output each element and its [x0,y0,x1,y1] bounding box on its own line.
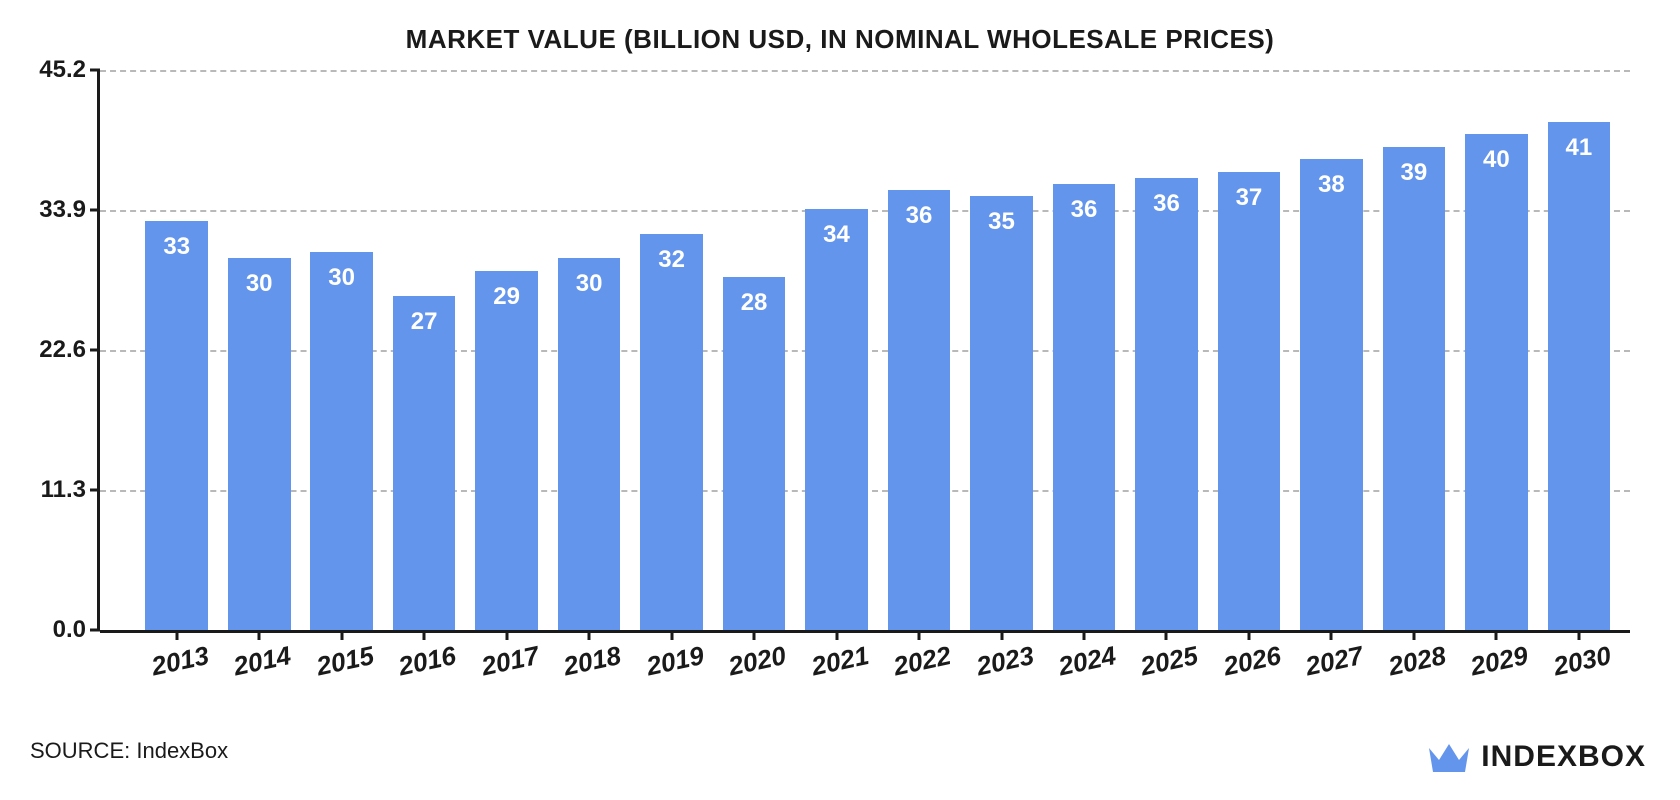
bar-value-label: 36 [1053,196,1116,224]
x-tick-label: 2028 [1375,638,1460,685]
bar: 30 [228,258,291,630]
x-tick-mark [1000,630,1003,640]
chart-title: MARKET VALUE (BILLION USD, IN NOMINAL WH… [0,24,1680,55]
bars-group: 33 30 30 27 29 30 32 28 34 36 35 36 36 37 38 39 40 41 [100,70,1630,630]
x-tick-label: 2029 [1457,638,1542,685]
x-tick-label: 2027 [1292,638,1377,685]
bar-value-label: 30 [310,264,373,292]
y-tick-mark [90,489,100,492]
x-tick-mark [1082,630,1085,640]
x-tick-mark [1330,630,1333,640]
x-tick-mark [670,630,673,640]
bar: 29 [475,271,538,630]
x-tick-mark [1577,630,1580,640]
x-tick-label: 2014 [220,638,305,685]
x-tick-label: 2021 [797,638,882,685]
bar-value-label: 29 [475,283,538,311]
x-tick-mark [1247,630,1250,640]
source-name: IndexBox [136,738,228,763]
x-tick-label: 2026 [1210,638,1295,685]
brand-text: INDEXBOX [1481,740,1646,774]
bar-value-label: 36 [1135,190,1198,218]
x-tick-mark [423,630,426,640]
bar-value-label: 39 [1383,159,1446,187]
y-tick-mark [90,69,100,72]
bar-value-label: 36 [888,202,951,230]
x-tick-label: 2013 [138,638,223,685]
bar: 37 [1218,172,1281,630]
source-text: SOURCE: IndexBox [30,738,228,764]
chart-plot-area: 0.011.322.633.945.2 33303027293032283436… [100,70,1630,630]
bar: 36 [888,190,951,630]
x-tick-mark [835,630,838,640]
y-tick-mark [90,209,100,212]
x-tick-mark [753,630,756,640]
bar: 28 [723,277,786,630]
bar: 41 [1548,122,1611,630]
x-tick-label: 2018 [550,638,635,685]
bar-value-label: 27 [393,308,456,336]
bar: 33 [145,221,208,630]
x-tick-label: 2016 [385,638,470,685]
bar: 32 [640,234,703,630]
x-tick-label: 2020 [715,638,800,685]
bar-value-label: 28 [723,289,786,317]
bar-value-label: 33 [145,233,208,261]
bar-value-label: 32 [640,246,703,274]
x-tick-mark [175,630,178,640]
bar-value-label: 38 [1300,171,1363,199]
bar: 38 [1300,159,1363,630]
x-tick-mark [1495,630,1498,640]
x-tick-mark [588,630,591,640]
x-tick-label: 2022 [880,638,965,685]
bar-value-label: 37 [1218,184,1281,212]
x-tick-label: 2030 [1540,638,1625,685]
y-tick-mark [90,349,100,352]
x-tick-label: 2023 [962,638,1047,685]
x-tick-mark [340,630,343,640]
bar: 36 [1135,178,1198,630]
x-tick-mark [1412,630,1415,640]
crown-icon [1427,738,1471,776]
bar-value-label: 30 [558,270,621,298]
x-tick-mark [918,630,921,640]
bar: 30 [310,252,373,630]
bar-value-label: 40 [1465,146,1528,174]
x-tick-mark [505,630,508,640]
bar: 34 [805,209,868,630]
bar: 39 [1383,147,1446,630]
x-tick-label: 2024 [1045,638,1130,685]
brand: INDEXBOX [1427,738,1646,776]
bar: 35 [970,196,1033,630]
bar: 27 [393,296,456,631]
x-tick-mark [1165,630,1168,640]
y-tick-mark [90,629,100,632]
bar-value-label: 30 [228,270,291,298]
x-axis-line [100,630,1630,633]
x-tick-label: 2015 [303,638,388,685]
bar: 40 [1465,134,1528,630]
bar: 36 [1053,184,1116,630]
bar-value-label: 35 [970,208,1033,236]
bar-value-label: 34 [805,221,868,249]
x-tick-label: 2025 [1127,638,1212,685]
x-tick-label: 2017 [467,638,552,685]
x-tick-label: 2019 [632,638,717,685]
source-prefix: SOURCE: [30,738,136,763]
bar: 30 [558,258,621,630]
bar-value-label: 41 [1548,134,1611,162]
x-tick-mark [258,630,261,640]
